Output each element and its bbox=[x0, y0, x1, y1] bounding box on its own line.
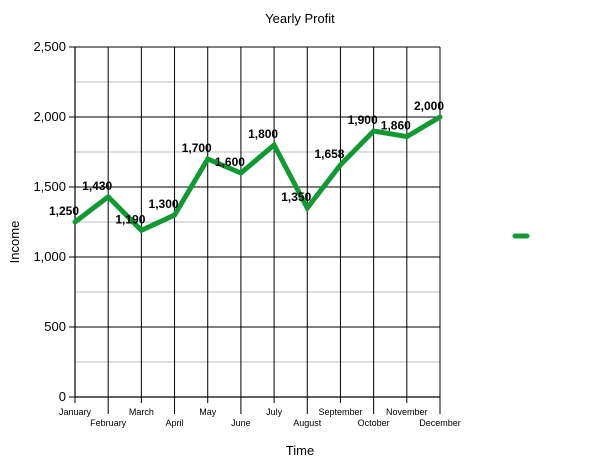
data-label: 1,250 bbox=[49, 204, 79, 218]
x-tick-label: March bbox=[129, 407, 154, 417]
x-tick-label: August bbox=[293, 418, 322, 428]
y-axis-title: Income bbox=[7, 221, 22, 264]
y-tick-label: 2,000 bbox=[33, 109, 66, 124]
data-label: 1,700 bbox=[182, 141, 212, 155]
series-line bbox=[72, 114, 443, 234]
chart-title: Yearly Profit bbox=[265, 11, 335, 26]
data-label: 1,300 bbox=[149, 197, 179, 211]
data-label: 1,860 bbox=[381, 119, 411, 133]
y-tick-label: 500 bbox=[44, 319, 66, 334]
y-tick-label: 1,500 bbox=[33, 179, 66, 194]
y-tick-label: 0 bbox=[59, 389, 66, 404]
y-tick-label: 2,500 bbox=[33, 39, 66, 54]
x-tick-label: June bbox=[231, 418, 251, 428]
x-tick-label: July bbox=[266, 407, 283, 417]
x-tick-label: September bbox=[318, 407, 362, 417]
data-label: 1,600 bbox=[215, 155, 245, 169]
grid-layer bbox=[74, 46, 441, 414]
data-label: 1,430 bbox=[82, 179, 112, 193]
x-tick-label: December bbox=[419, 418, 461, 428]
data-label: 1,190 bbox=[115, 212, 145, 226]
series-layer bbox=[72, 114, 443, 234]
data-label: 1,900 bbox=[348, 113, 378, 127]
x-tick-label: January bbox=[59, 407, 92, 417]
x-tick-label: February bbox=[90, 418, 127, 428]
x-tick-label: April bbox=[166, 418, 184, 428]
x-axis-title: Time bbox=[286, 443, 314, 458]
data-label: 1,350 bbox=[281, 190, 311, 204]
data-label: 1,800 bbox=[248, 127, 278, 141]
y-tick-label: 1,000 bbox=[33, 249, 66, 264]
x-tick-label: May bbox=[199, 407, 217, 417]
data-label: 1,658 bbox=[314, 147, 344, 161]
x-tick-label: November bbox=[386, 407, 428, 417]
tick-layer: 05001,0001,5002,0002,500JanuaryFebruaryM… bbox=[33, 39, 460, 428]
x-tick-label: October bbox=[358, 418, 390, 428]
data-label: 2,000 bbox=[414, 99, 444, 113]
